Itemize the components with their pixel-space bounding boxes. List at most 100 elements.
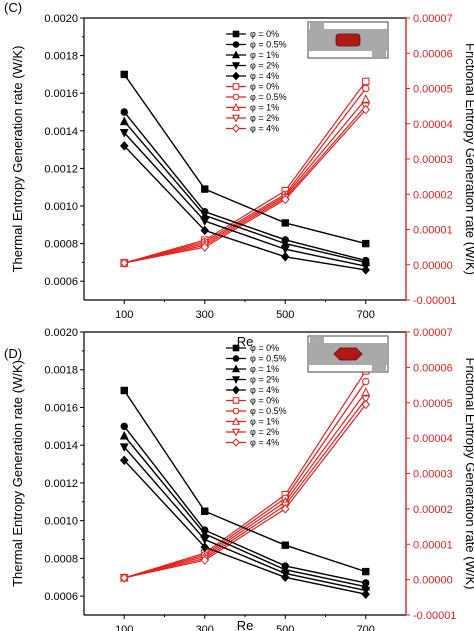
geometry-inset xyxy=(307,335,389,373)
frictional-line-5 xyxy=(124,404,367,579)
legend-label: φ = 0.5% xyxy=(250,92,287,102)
y-tick-label: 0.0006 xyxy=(44,591,78,603)
thermal-point xyxy=(361,589,371,599)
x-axis-title: Re xyxy=(237,618,254,631)
legend-label: φ = 4% xyxy=(250,124,279,134)
legend-label: φ = 1% xyxy=(250,417,279,427)
x-tick-label: 700 xyxy=(357,624,375,631)
legend-label: φ = 0% xyxy=(250,396,279,406)
frictional-point xyxy=(119,258,129,268)
legend-marker xyxy=(231,364,241,373)
legend: φ = 0%φ = 0.5%φ = 1%φ = 2%φ = 4%φ = 0%φ … xyxy=(226,343,287,448)
frictional-point xyxy=(362,377,370,386)
legend-marker xyxy=(232,438,240,447)
frictional-line-4 xyxy=(124,105,367,264)
legend-label: φ = 1% xyxy=(250,364,279,374)
y2-tick-label: 0.00002 xyxy=(413,504,453,516)
thermal-point xyxy=(200,542,210,552)
thermal-line-2 xyxy=(123,111,366,262)
y-tick-label: 0.0012 xyxy=(44,478,78,490)
y-tick-label: 0.0008 xyxy=(44,553,78,565)
y-tick-label: 0.0006 xyxy=(44,276,78,288)
frictional-point xyxy=(361,395,371,405)
y2-tick-label: 0.00007 xyxy=(413,13,453,25)
legend-marker xyxy=(231,50,241,59)
y-tick-label: 0.0012 xyxy=(44,163,78,175)
y2-tick-label: 0.00005 xyxy=(413,398,453,410)
inset-port xyxy=(372,364,386,371)
legend-label: φ = 2% xyxy=(250,61,279,71)
thermal-point xyxy=(200,535,210,545)
legend-marker xyxy=(232,355,240,362)
thermal-point xyxy=(362,567,370,576)
legend-label: φ = 0.5% xyxy=(250,354,287,364)
inset-port xyxy=(310,23,324,30)
legend-marker xyxy=(231,376,241,384)
thermal-point xyxy=(119,141,129,151)
thermal-point xyxy=(280,245,290,255)
y2-tick-label: -0.00001 xyxy=(413,610,456,622)
frictional-point xyxy=(361,399,371,410)
legend-label: φ = 2% xyxy=(250,427,279,437)
frictional-point xyxy=(362,77,370,86)
frictional-point xyxy=(200,555,210,565)
frictional-point xyxy=(280,504,290,514)
legend-marker xyxy=(232,407,240,415)
y-tick-label: 0.0016 xyxy=(44,88,78,100)
geometry-inset xyxy=(307,21,389,59)
y-axis-title: Thermal Entropy Generation rate (W/K) xyxy=(10,46,25,273)
panel-label: (D) xyxy=(4,346,22,361)
chart-panel-2: (D) 0.0006 0.0008 0.0010 0.0012 0.0014 0.0016 0… xyxy=(4,327,474,631)
y2-tick-label: 0.00007 xyxy=(413,327,453,339)
x-tick-label: 100 xyxy=(115,309,133,321)
legend-marker xyxy=(232,30,240,38)
thermal-point xyxy=(119,443,129,452)
thermal-point xyxy=(119,455,129,466)
frictional-point xyxy=(200,242,210,252)
thermal-point xyxy=(200,225,210,236)
x-tick-label: 500 xyxy=(276,309,294,321)
frictional-line-3 xyxy=(124,98,367,264)
legend-marker xyxy=(231,103,241,111)
y2-tick-label: 0.00005 xyxy=(413,84,453,96)
frictional-line-1 xyxy=(124,370,367,579)
thermal-point xyxy=(119,430,129,440)
y2-tick-label: 0.00003 xyxy=(413,469,453,481)
legend-label: φ = 0.5% xyxy=(250,40,287,50)
frictional-line-2 xyxy=(124,88,367,264)
legend-label: φ = 0% xyxy=(250,29,279,39)
thermal-point xyxy=(201,507,209,515)
inset-obstacle xyxy=(333,347,363,361)
x-tick-label: 300 xyxy=(196,624,214,631)
x-axis-title: Re xyxy=(237,334,254,349)
thermal-point xyxy=(120,108,128,116)
legend-label: φ = 0% xyxy=(250,343,279,353)
legend-marker xyxy=(231,62,241,70)
legend-label: φ = 0% xyxy=(250,82,279,92)
thermal-point xyxy=(119,116,129,126)
legend-marker xyxy=(231,114,241,123)
thermal-point xyxy=(201,185,209,193)
legend-marker xyxy=(232,397,240,404)
legend-label: φ = 2% xyxy=(250,113,279,123)
y2-tick-label: -0.00001 xyxy=(413,295,456,307)
legend-marker xyxy=(232,71,240,81)
frictional-line-5 xyxy=(124,109,367,264)
thermal-line-2 xyxy=(123,425,366,584)
frictional-line-3 xyxy=(124,391,367,579)
thermal-point xyxy=(280,252,290,262)
x-tick-label: 100 xyxy=(115,624,133,631)
legend-label: φ = 4% xyxy=(250,385,279,395)
legend-marker xyxy=(231,417,241,425)
thermal-line-1 xyxy=(123,390,366,573)
y2-tick-label: 0.00003 xyxy=(413,154,453,166)
y-tick-label: 0.0018 xyxy=(44,365,78,377)
y2-tick-label: 0.00000 xyxy=(413,575,453,587)
thermal-point xyxy=(280,572,290,583)
y-tick-label: 0.0016 xyxy=(44,402,78,414)
thermal-line-3 xyxy=(123,120,366,264)
y-axis-title: Thermal Entropy Generation rate (W/K) xyxy=(10,360,25,587)
y2-tick-label: 0.00004 xyxy=(413,433,453,445)
y2-axis-title: Frictional Entropy Generation rate (W/K) xyxy=(463,358,474,590)
